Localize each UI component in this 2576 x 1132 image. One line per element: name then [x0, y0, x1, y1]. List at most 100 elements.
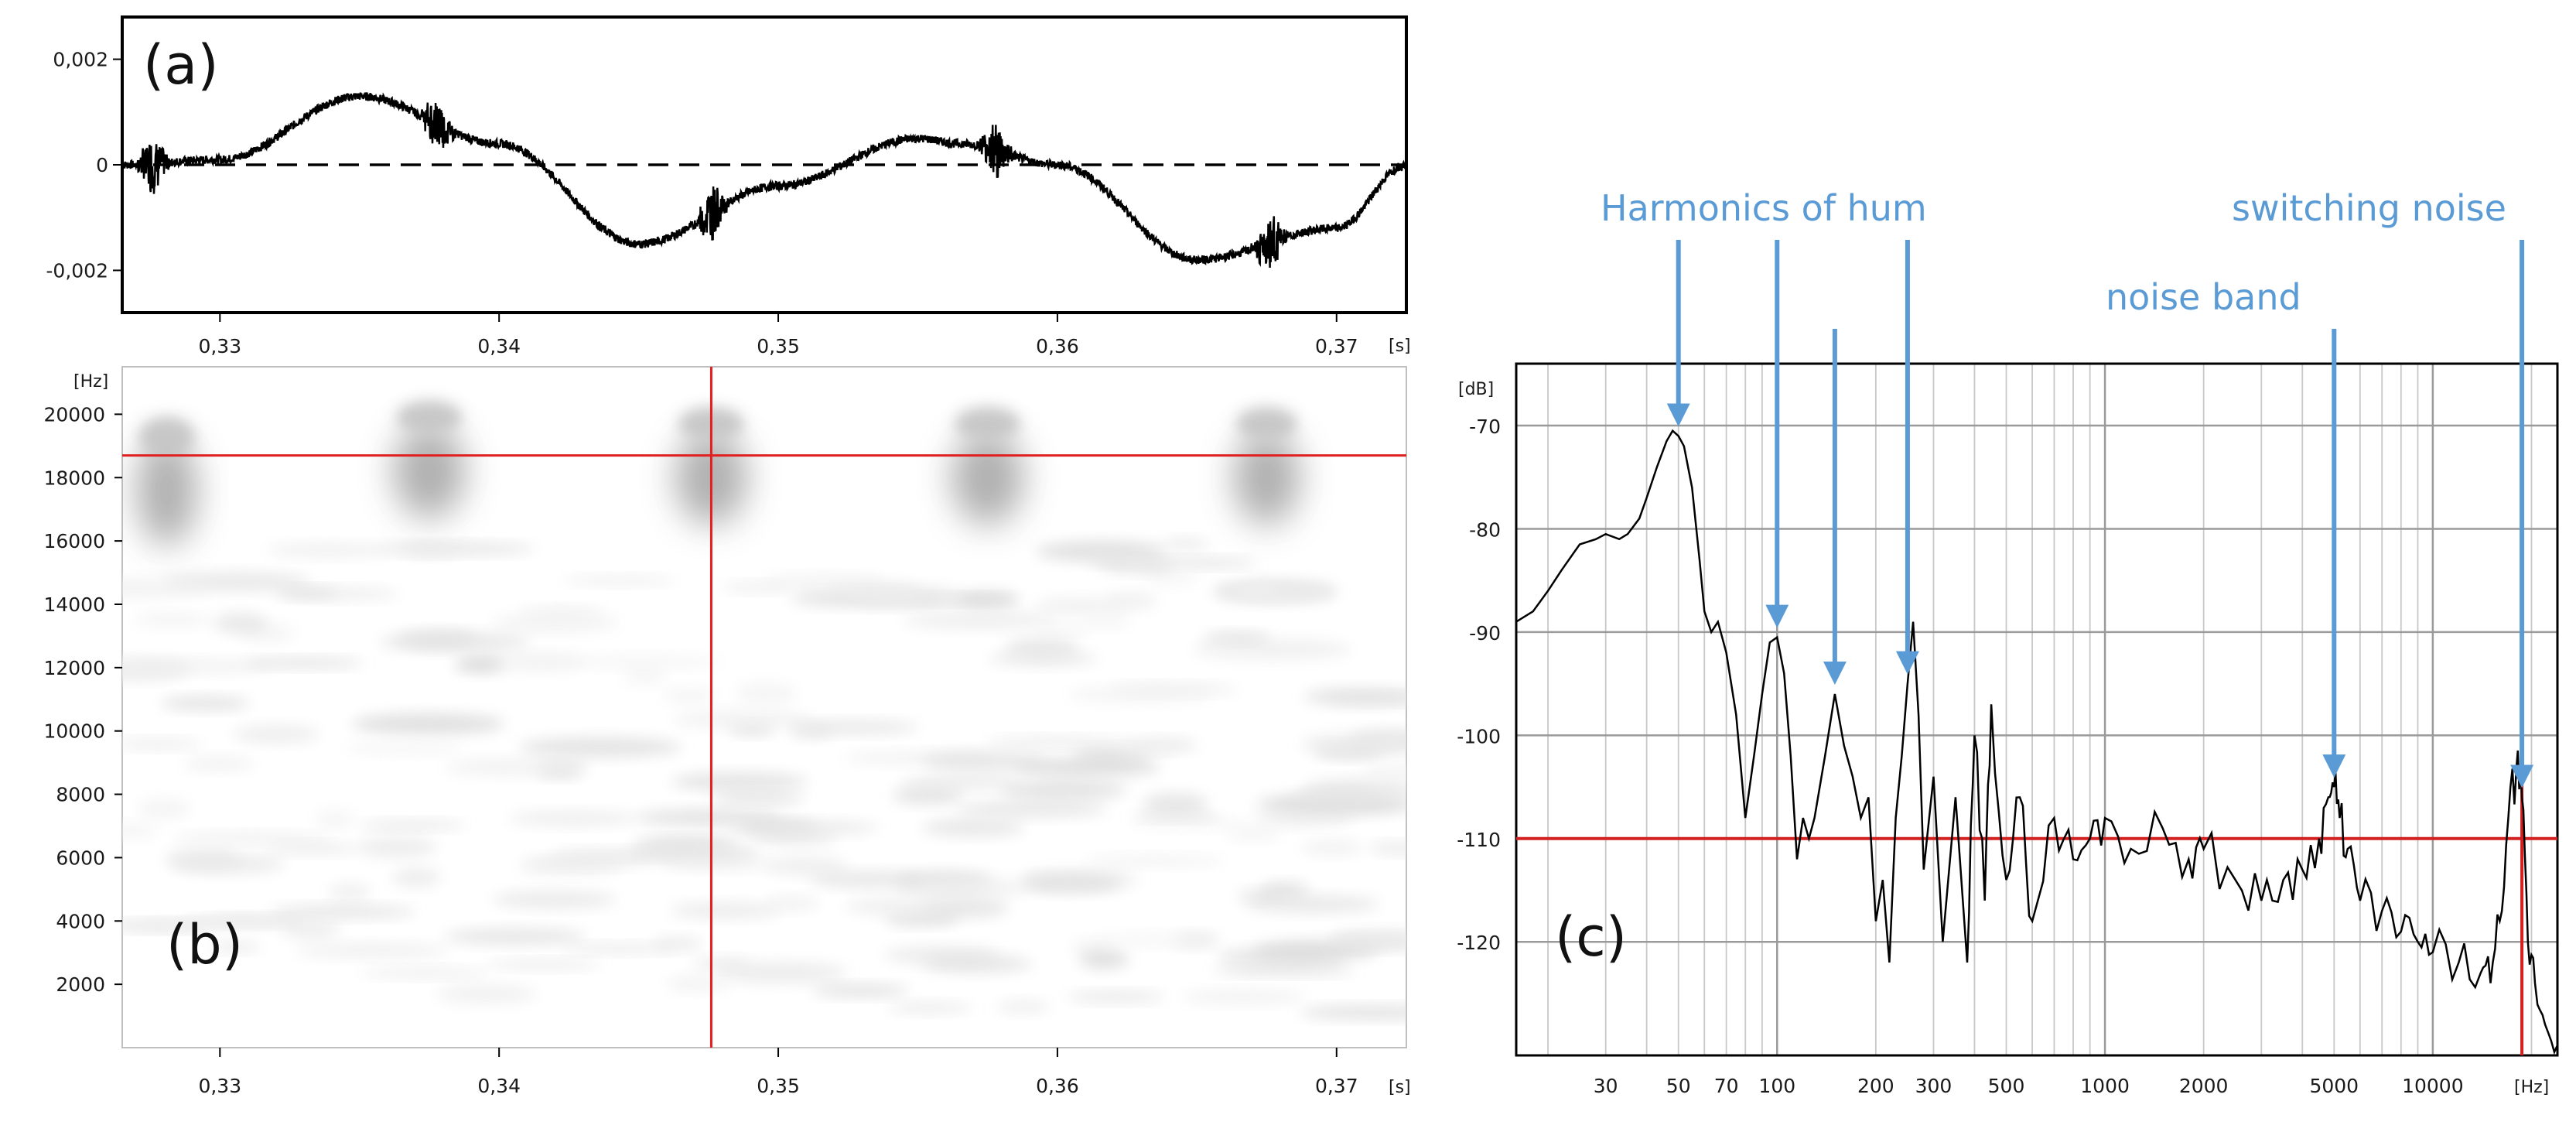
spectrogram-noise-streak — [562, 576, 677, 586]
spectrogram-noise-streak — [351, 713, 505, 735]
spectrogram-noise-streak — [1260, 882, 1310, 898]
panel-c-x-tick-label: 50 — [1666, 1075, 1691, 1097]
panel-b-x-tick-label: 0,34 — [477, 1075, 521, 1097]
panel-a-x-unit: [s] — [1389, 337, 1411, 356]
panel-a-y-tick-label: 0 — [96, 154, 108, 176]
panel-c-y-tick-label: -110 — [1457, 829, 1501, 851]
panel-b-x-tick-label: 0,37 — [1315, 1075, 1358, 1097]
panel-b-frame — [121, 366, 1407, 1048]
panel-b-x-tick-label: 0,33 — [198, 1075, 241, 1097]
spectrogram-noise-streak — [360, 967, 490, 978]
spectrogram-noise-streak — [1067, 990, 1165, 1003]
annotation-switching-noise: switching noise — [2232, 187, 2506, 229]
panel-c-frame — [1515, 362, 2559, 1057]
spectrogram-noise-streak — [921, 751, 1047, 771]
spectrogram-noise-streak — [766, 895, 820, 911]
spectrogram-noise-streak — [670, 902, 781, 919]
panel-c-x-axis: 30 50 70 100 200 300 500 1000 2000 5000 10000 — [1594, 1075, 2464, 1097]
spectrogram-noise-streak — [901, 775, 1020, 790]
panel-a-waveform: 0,002 0 -0,002 0,33 0,34 0,35 0,36 0,37 (a) [s… — [46, 15, 1411, 357]
spectrogram-noise-streak — [954, 800, 1109, 818]
spectrogram-noise-streak — [244, 657, 364, 669]
spectrogram-noise-streak — [1237, 583, 1279, 597]
panel-b-background-noise — [122, 537, 1406, 1020]
spectrogram-noise-streak — [692, 956, 752, 971]
panel-c-x-tick-label: 5000 — [2309, 1075, 2359, 1097]
spectrogram-noise-streak — [1360, 763, 1406, 782]
spectrogram-noise-streak — [1085, 615, 1130, 628]
spectrogram-noise-streak — [485, 959, 601, 970]
spectrogram-noise-streak — [498, 652, 585, 672]
spectrogram-noise-streak — [1244, 895, 1380, 913]
spectrogram-noise-streak — [921, 954, 1033, 973]
panel-b-y-tick-label: 18000 — [43, 467, 105, 489]
panel-c-x-tick-label: 70 — [1714, 1075, 1739, 1097]
spectrogram-noise-streak — [436, 984, 537, 1004]
spectrogram-noise-streak — [343, 741, 466, 755]
spectrogram-noise-streak — [172, 832, 331, 844]
spectrogram-noise-streak — [831, 581, 921, 599]
spectrogram-noise-streak — [665, 975, 731, 991]
panel-b-y-tick-label: 2000 — [56, 973, 105, 996]
panel-b-x-axis: 0,33 0,34 0,35 0,36 0,37 — [198, 1048, 1358, 1097]
spectrogram-noise-streak — [710, 792, 806, 805]
spectrogram-noise-streak — [400, 545, 460, 558]
spectrogram-noise-streak — [999, 780, 1128, 800]
spectrogram-noise-streak — [671, 772, 808, 791]
panel-c-spectrum: -70 -80 -90 -100 -110 -120 30 50 70 100 200 300 500… — [1457, 187, 2559, 1097]
panel-a-x-tick-label: 0,33 — [198, 335, 241, 357]
spectrogram-noise-streak — [1093, 933, 1214, 947]
spectrogram-noise-streak — [629, 843, 761, 864]
spectrogram-noise-streak — [214, 613, 268, 634]
panel-b-y-unit: [Hz] — [73, 372, 108, 392]
spectrogram-noise-streak — [765, 856, 849, 876]
spectrogram-noise-streak — [1226, 828, 1283, 841]
panel-c-y-axis: -70 -80 -90 -100 -110 -120 — [1457, 416, 1501, 954]
panel-c-y-tick-label: -80 — [1469, 518, 1501, 541]
spectrogram-energy-blob — [393, 423, 466, 519]
panel-b-y-tick-label: 16000 — [43, 530, 105, 552]
spectrogram-noise-streak — [996, 1000, 1051, 1014]
spectrogram-noise-streak — [233, 725, 319, 744]
panel-c-x-tick-label: 30 — [1594, 1075, 1618, 1097]
spectrogram-noise-streak — [1114, 744, 1176, 756]
panel-b-y-tick-label: 12000 — [43, 657, 105, 679]
panel-a-waveform-line — [122, 92, 1406, 268]
spectrogram-noise-streak — [295, 943, 449, 958]
spectrogram-noise-streak — [845, 897, 946, 915]
spectrogram-noise-streak — [456, 654, 508, 673]
spectrogram-energy-blob-top — [955, 407, 1020, 441]
spectrogram-noise-streak — [921, 819, 1025, 836]
spectrogram-noise-streak — [1023, 874, 1122, 893]
panel-a-y-tick-label: -0,002 — [46, 259, 108, 282]
spectrogram-noise-streak — [727, 820, 880, 835]
spectrogram-noise-streak — [521, 855, 649, 869]
spectrogram-noise-streak — [265, 842, 359, 855]
spectrogram-noise-streak — [270, 905, 416, 918]
panel-a-label: (a) — [143, 33, 219, 97]
panel-a-x-axis: 0,33 0,34 0,35 0,36 0,37 — [198, 313, 1358, 357]
spectrogram-noise-streak — [1217, 948, 1348, 966]
panel-b-x-unit: [s] — [1389, 1078, 1411, 1097]
spectrogram-noise-streak — [1013, 757, 1160, 778]
spectrogram-noise-streak — [492, 891, 617, 908]
spectrogram-noise-streak — [210, 941, 261, 952]
spectrogram-noise-streak — [988, 651, 1098, 666]
spectrogram-energy-blob — [951, 429, 1024, 525]
spectrogram-noise-streak — [133, 919, 283, 931]
spectrogram-noise-streak — [809, 871, 925, 888]
panel-b-y-tick-label: 8000 — [56, 784, 105, 806]
spectrogram-noise-streak — [183, 756, 255, 771]
spectrogram-noise-streak — [564, 655, 723, 669]
spectrogram-noise-streak — [1162, 537, 1210, 550]
spectrogram-noise-streak — [391, 867, 441, 887]
panel-b-y-tick-label: 14000 — [43, 593, 105, 616]
panel-c-y-unit: [dB] — [1458, 380, 1494, 399]
spectrogram-noise-streak — [985, 737, 1134, 748]
panel-a-x-tick-label: 0,36 — [1036, 335, 1079, 357]
spectrogram-noise-streak — [811, 984, 909, 997]
spectrogram-noise-streak — [1067, 686, 1213, 703]
spectrogram-noise-streak — [315, 809, 354, 829]
spectrogram-noise-streak — [1085, 854, 1225, 867]
